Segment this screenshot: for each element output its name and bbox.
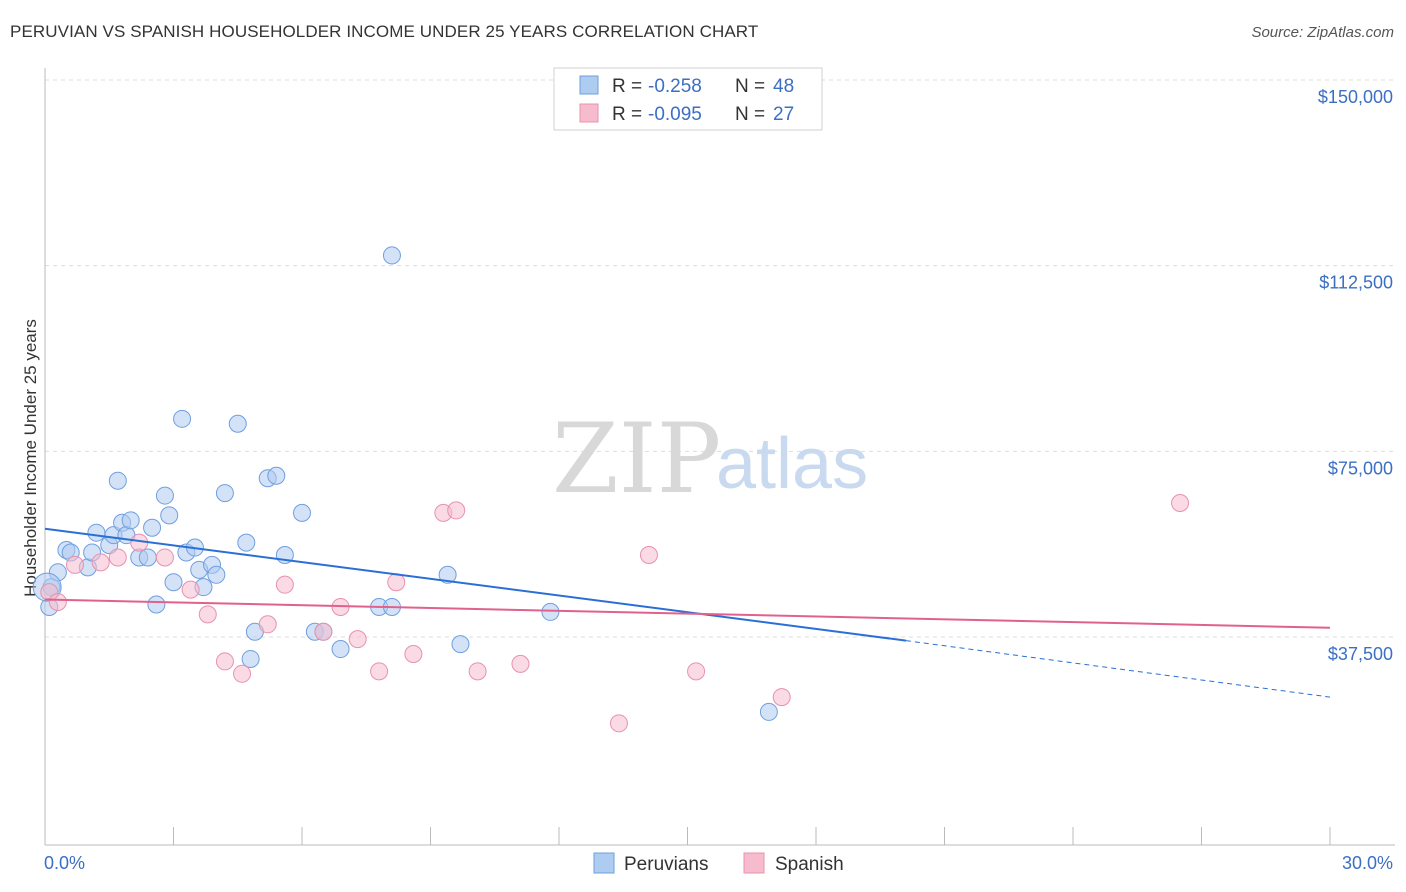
point-peruvians bbox=[293, 503, 311, 522]
point-spanish bbox=[404, 645, 423, 663]
point-peruvians bbox=[87, 523, 106, 542]
bottom-legend-label-spanish: Spanish bbox=[775, 854, 844, 875]
point-peruvians bbox=[237, 533, 256, 552]
trend-lines bbox=[44, 527, 1331, 698]
y-tick-label: $75,000 bbox=[1328, 458, 1393, 478]
point-peruvians bbox=[108, 471, 127, 490]
watermark-zip: ZIP bbox=[552, 403, 721, 515]
legend-n-label: N = bbox=[735, 104, 765, 125]
y-axis-label: Householder Income Under 25 years bbox=[21, 319, 40, 597]
point-peruvians bbox=[541, 602, 560, 621]
legend-box bbox=[553, 67, 823, 131]
point-peruvians bbox=[155, 486, 174, 505]
legend-n-value-peruvians: 48 bbox=[773, 76, 794, 97]
trendline-spanish bbox=[44, 598, 1331, 629]
y-tick-label: $112,500 bbox=[1319, 273, 1393, 293]
bottom-legend-swatch-spanish bbox=[743, 852, 765, 874]
data-points bbox=[32, 246, 1190, 733]
point-spanish bbox=[65, 555, 84, 574]
legend-swatch-spanish bbox=[579, 103, 599, 123]
point-peruvians bbox=[207, 565, 226, 584]
legend-swatch-peruvians bbox=[579, 75, 599, 95]
point-spanish bbox=[233, 664, 252, 683]
point-peruvians bbox=[138, 548, 157, 567]
point-peruvians bbox=[160, 506, 179, 525]
y-tick-label: $37,500 bbox=[1328, 644, 1393, 664]
point-spanish bbox=[108, 548, 127, 567]
y-tick-label: $150,000 bbox=[1318, 87, 1393, 107]
legend-r-label: R = bbox=[612, 104, 642, 125]
axes bbox=[44, 68, 1395, 846]
point-spanish bbox=[639, 545, 658, 564]
point-spanish bbox=[348, 630, 367, 649]
y-tick-labels: $37,500 $75,000 $112,500 $150,000 bbox=[1318, 87, 1393, 664]
point-spanish bbox=[511, 654, 530, 673]
point-peruvians bbox=[164, 573, 183, 592]
bottom-legend-swatch-peruvians bbox=[593, 852, 615, 874]
point-peruvians bbox=[173, 409, 192, 428]
watermark: ZIP atlas bbox=[552, 403, 868, 515]
point-spanish bbox=[387, 573, 406, 592]
legend-r-label: R = bbox=[612, 76, 642, 97]
x-tick-label: 0.0% bbox=[44, 853, 85, 873]
point-spanish bbox=[258, 615, 277, 634]
point-spanish bbox=[275, 575, 294, 594]
legend-n-label: N = bbox=[735, 76, 765, 97]
point-spanish bbox=[370, 662, 389, 681]
bottom-legend-label-peruvians: Peruvians bbox=[624, 854, 709, 875]
point-peruvians bbox=[121, 511, 140, 530]
point-peruvians bbox=[241, 649, 260, 668]
trendline-peruvians-projection bbox=[905, 640, 1331, 698]
stats-legend: R = -0.258 N = 48 R = -0.095 N = 27 bbox=[553, 67, 823, 131]
chart-title: PERUVIAN VS SPANISH HOUSEHOLDER INCOME U… bbox=[10, 22, 759, 41]
series-legend: Peruvians Spanish bbox=[593, 852, 844, 875]
watermark-atlas: atlas bbox=[716, 424, 868, 504]
point-peruvians bbox=[143, 518, 162, 537]
gridlines bbox=[45, 79, 1395, 638]
point-spanish bbox=[155, 548, 174, 567]
point-peruvians bbox=[451, 635, 470, 654]
point-spanish bbox=[91, 553, 110, 572]
point-spanish bbox=[772, 688, 791, 707]
x-tick-label: 30.0% bbox=[1342, 853, 1393, 873]
point-peruvians bbox=[228, 414, 247, 433]
legend-r-value-spanish: -0.095 bbox=[648, 104, 702, 125]
trendline-peruvians bbox=[44, 527, 907, 642]
point-peruvians bbox=[382, 246, 401, 265]
point-peruvians bbox=[759, 702, 778, 721]
point-spanish bbox=[609, 714, 628, 733]
point-spanish bbox=[314, 622, 333, 641]
point-peruvians bbox=[438, 565, 457, 584]
legend-r-value-peruvians: -0.258 bbox=[648, 76, 702, 97]
point-peruvians bbox=[215, 484, 234, 503]
point-spanish bbox=[447, 501, 466, 520]
chart-source: Source: ZipAtlas.com bbox=[1251, 24, 1394, 41]
point-spanish bbox=[687, 662, 706, 681]
point-spanish bbox=[1171, 493, 1190, 512]
point-peruvians bbox=[267, 466, 286, 485]
point-spanish bbox=[215, 652, 234, 671]
point-spanish bbox=[48, 593, 67, 612]
point-peruvians bbox=[331, 640, 350, 659]
legend-n-value-spanish: 27 bbox=[773, 104, 794, 125]
point-spanish bbox=[468, 662, 487, 681]
point-spanish bbox=[198, 605, 217, 624]
point-peruvians bbox=[147, 595, 166, 614]
x-tick-labels: 0.0% 30.0% bbox=[44, 853, 1393, 873]
point-spanish bbox=[181, 580, 200, 599]
